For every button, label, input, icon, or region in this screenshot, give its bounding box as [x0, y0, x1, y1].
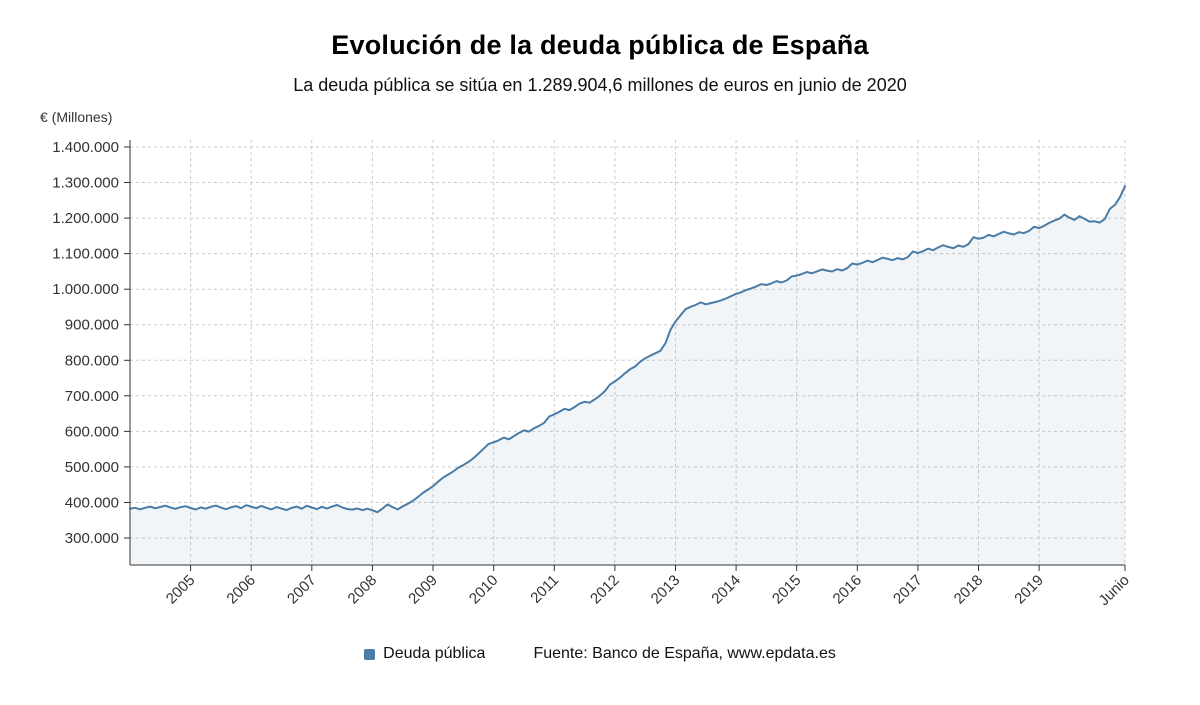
x-axis-label: 2016 — [830, 572, 866, 608]
y-axis-label: 700.000 — [65, 388, 119, 405]
x-axis-label: 2011 — [527, 572, 562, 607]
y-axis-label: 500.000 — [65, 459, 119, 476]
y-axis-unit-label: € (Millones) — [40, 109, 113, 125]
y-axis-label: 1.000.000 — [52, 281, 119, 298]
x-axis-label: 2012 — [587, 572, 623, 608]
chart-title: Evolución de la deuda pública de España — [331, 30, 869, 60]
y-axis-label: 1.400.000 — [52, 139, 119, 156]
legend-series-marker — [364, 648, 376, 660]
y-axis-label: 1.300.000 — [52, 175, 119, 192]
deuda-publica-line[interactable] — [129, 185, 1126, 514]
deuda-publica-area — [130, 186, 1125, 565]
y-axis-label: 1.100.000 — [52, 246, 119, 263]
legend-item-deuda-publica[interactable]: Deuda pública — [364, 645, 485, 663]
x-axis-label: 2010 — [466, 572, 502, 608]
x-axis-label: 2009 — [405, 572, 441, 608]
x-axis-label: 2017 — [890, 572, 926, 608]
x-axis-label: 2014 — [708, 572, 744, 608]
legend-series-label: Deuda pública — [383, 645, 486, 662]
x-axis-label: 2007 — [284, 572, 320, 608]
x-axis-label: 2019 — [1011, 572, 1047, 608]
y-axis-label: 800.000 — [65, 352, 119, 369]
chart-subtitle: La deuda pública se sitúa en 1.289.904,6… — [293, 75, 907, 95]
x-axis-label: 2015 — [769, 572, 805, 608]
x-axis-label: Junio — [1095, 572, 1132, 609]
x-axis-label: 2013 — [648, 572, 684, 608]
x-axis-label: 2005 — [163, 572, 199, 608]
y-axis-label: 900.000 — [65, 317, 119, 334]
x-axis-label: 2018 — [951, 572, 987, 608]
chart-legend: Deuda pública Fuente: Banco de España, w… — [0, 645, 1200, 663]
x-axis-label: 2006 — [223, 572, 259, 608]
y-axis-label: 300.000 — [65, 530, 119, 547]
x-axis-label: 2008 — [345, 572, 381, 608]
y-axis-label: 400.000 — [65, 495, 119, 512]
y-axis-label: 600.000 — [65, 423, 119, 440]
source-attribution: Fuente: Banco de España, www.epdata.es — [533, 645, 836, 662]
y-axis-label: 1.200.000 — [52, 210, 119, 227]
